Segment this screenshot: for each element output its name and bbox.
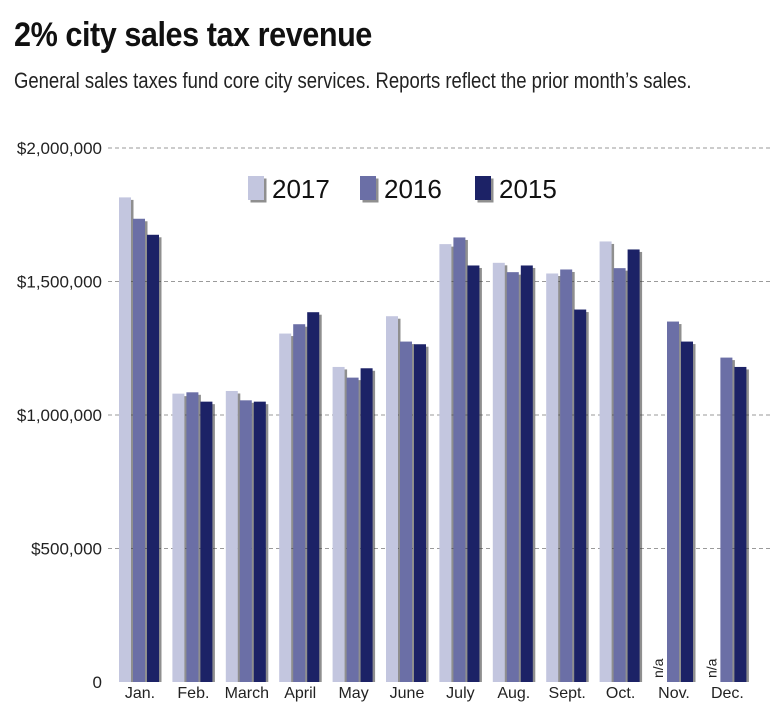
bar bbox=[360, 368, 373, 682]
y-tick-label: 0 bbox=[93, 673, 102, 692]
bar-group: n/a n/a bbox=[119, 197, 749, 682]
y-tick-label: $1,000,000 bbox=[17, 406, 102, 425]
y-axis: 0 $500,000 $1,000,000 $1,500,000 $2,000,000 bbox=[17, 139, 102, 692]
gridlines bbox=[108, 147, 770, 549]
bar bbox=[453, 237, 466, 682]
bar bbox=[346, 377, 359, 682]
y-tick-label: $1,500,000 bbox=[17, 273, 102, 292]
legend-swatch bbox=[248, 176, 264, 200]
x-tick-label: Aug. bbox=[497, 685, 530, 702]
x-tick-label: Nov. bbox=[658, 685, 690, 702]
x-tick-label: Feb. bbox=[177, 685, 209, 702]
bar bbox=[119, 197, 131, 682]
x-tick-label: May bbox=[338, 685, 368, 702]
bar bbox=[734, 366, 747, 682]
bar bbox=[307, 312, 320, 682]
bar bbox=[332, 366, 345, 682]
bar bbox=[414, 344, 426, 682]
y-tick-label: $500,000 bbox=[31, 540, 102, 559]
bar bbox=[439, 244, 452, 682]
bar bbox=[253, 401, 266, 682]
legend-swatch bbox=[475, 176, 491, 200]
bar bbox=[147, 234, 159, 682]
x-axis: Jan. Feb. March April May June July Aug. Sept. Oc… bbox=[125, 685, 744, 702]
chart-subtitle: General sales taxes fund core city servi… bbox=[14, 68, 692, 93]
legend-label: 2017 bbox=[272, 174, 330, 204]
missing-value-label: n/a bbox=[703, 658, 719, 678]
bar bbox=[613, 268, 626, 682]
legend-label: 2016 bbox=[384, 174, 442, 204]
legend-swatch bbox=[360, 176, 376, 200]
bar bbox=[186, 392, 199, 682]
chart-title: 2% city sales tax revenue bbox=[14, 16, 372, 54]
x-tick-label: March bbox=[225, 685, 269, 702]
y-tick-label: $2,000,000 bbox=[17, 139, 102, 158]
x-tick-label: Sept. bbox=[549, 685, 586, 702]
bar bbox=[279, 333, 292, 682]
bar bbox=[386, 316, 398, 682]
bar bbox=[400, 341, 412, 682]
bar bbox=[133, 218, 145, 682]
bar bbox=[172, 393, 185, 682]
bar bbox=[546, 273, 559, 682]
x-tick-label: June bbox=[390, 685, 425, 702]
x-tick-label: Oct. bbox=[606, 685, 635, 702]
x-tick-label: July bbox=[446, 685, 474, 702]
bar bbox=[560, 269, 573, 682]
bar bbox=[200, 401, 213, 682]
bar bbox=[599, 241, 612, 682]
bar bbox=[225, 390, 238, 682]
bar bbox=[627, 249, 640, 682]
bar bbox=[506, 272, 519, 682]
bar bbox=[520, 265, 533, 682]
x-tick-label: Dec. bbox=[711, 685, 744, 702]
legend: 2017 2016 2015 bbox=[248, 174, 557, 204]
legend-label: 2015 bbox=[499, 174, 557, 204]
bar bbox=[681, 341, 693, 682]
bar bbox=[239, 400, 252, 682]
x-tick-label: April bbox=[284, 685, 316, 702]
bar bbox=[720, 357, 733, 682]
bar bbox=[467, 265, 480, 682]
x-tick-label: Jan. bbox=[125, 685, 155, 702]
bar bbox=[293, 324, 306, 682]
bar bbox=[667, 321, 679, 682]
bar bbox=[492, 262, 505, 682]
bar bbox=[574, 309, 587, 682]
missing-value-label: n/a bbox=[650, 658, 666, 678]
